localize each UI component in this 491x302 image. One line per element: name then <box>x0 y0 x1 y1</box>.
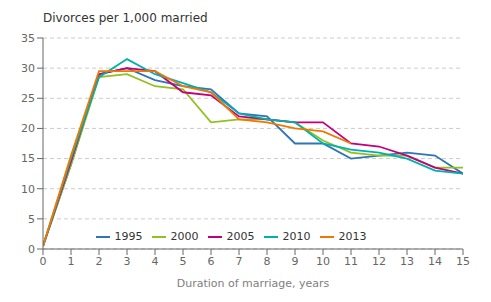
svg-text:4: 4 <box>152 255 159 268</box>
svg-text:10: 10 <box>316 255 330 268</box>
svg-text:8: 8 <box>264 255 271 268</box>
svg-text:30: 30 <box>21 62 35 75</box>
html-text:2000: 2000 <box>170 230 199 243</box>
svg-text:15: 15 <box>456 255 470 268</box>
svg-text:13: 13 <box>400 255 414 268</box>
svg-text:6: 6 <box>208 255 215 268</box>
svg-text:14: 14 <box>428 255 442 268</box>
svg-text:25: 25 <box>21 92 35 105</box>
svg-text:10: 10 <box>21 183 35 196</box>
svg-text:Duration of marriage, years: Duration of marriage, years <box>177 277 330 290</box>
svg-text:7: 7 <box>236 255 243 268</box>
svg-text:5: 5 <box>28 213 35 226</box>
svg-text:0: 0 <box>40 255 47 268</box>
svg-text:11: 11 <box>344 255 358 268</box>
html-text:2013: 2013 <box>338 230 367 243</box>
svg-text:9: 9 <box>292 255 299 268</box>
svg-text:20: 20 <box>21 122 35 135</box>
html-text:2005: 2005 <box>226 230 255 243</box>
svg-text:12: 12 <box>372 255 386 268</box>
svg-text:5: 5 <box>180 255 187 268</box>
html-text:2010: 2010 <box>282 230 311 243</box>
svg-text:3: 3 <box>124 255 131 268</box>
html-text:1995: 1995 <box>114 230 143 243</box>
svg-text:35: 35 <box>21 32 35 45</box>
svg-text:15: 15 <box>21 152 35 165</box>
html-text:Divorces per 1,000 married: Divorces per 1,000 married <box>43 11 208 25</box>
svg-text:0: 0 <box>28 243 35 256</box>
svg-text:2: 2 <box>96 255 103 268</box>
svg-text:1: 1 <box>68 255 75 268</box>
